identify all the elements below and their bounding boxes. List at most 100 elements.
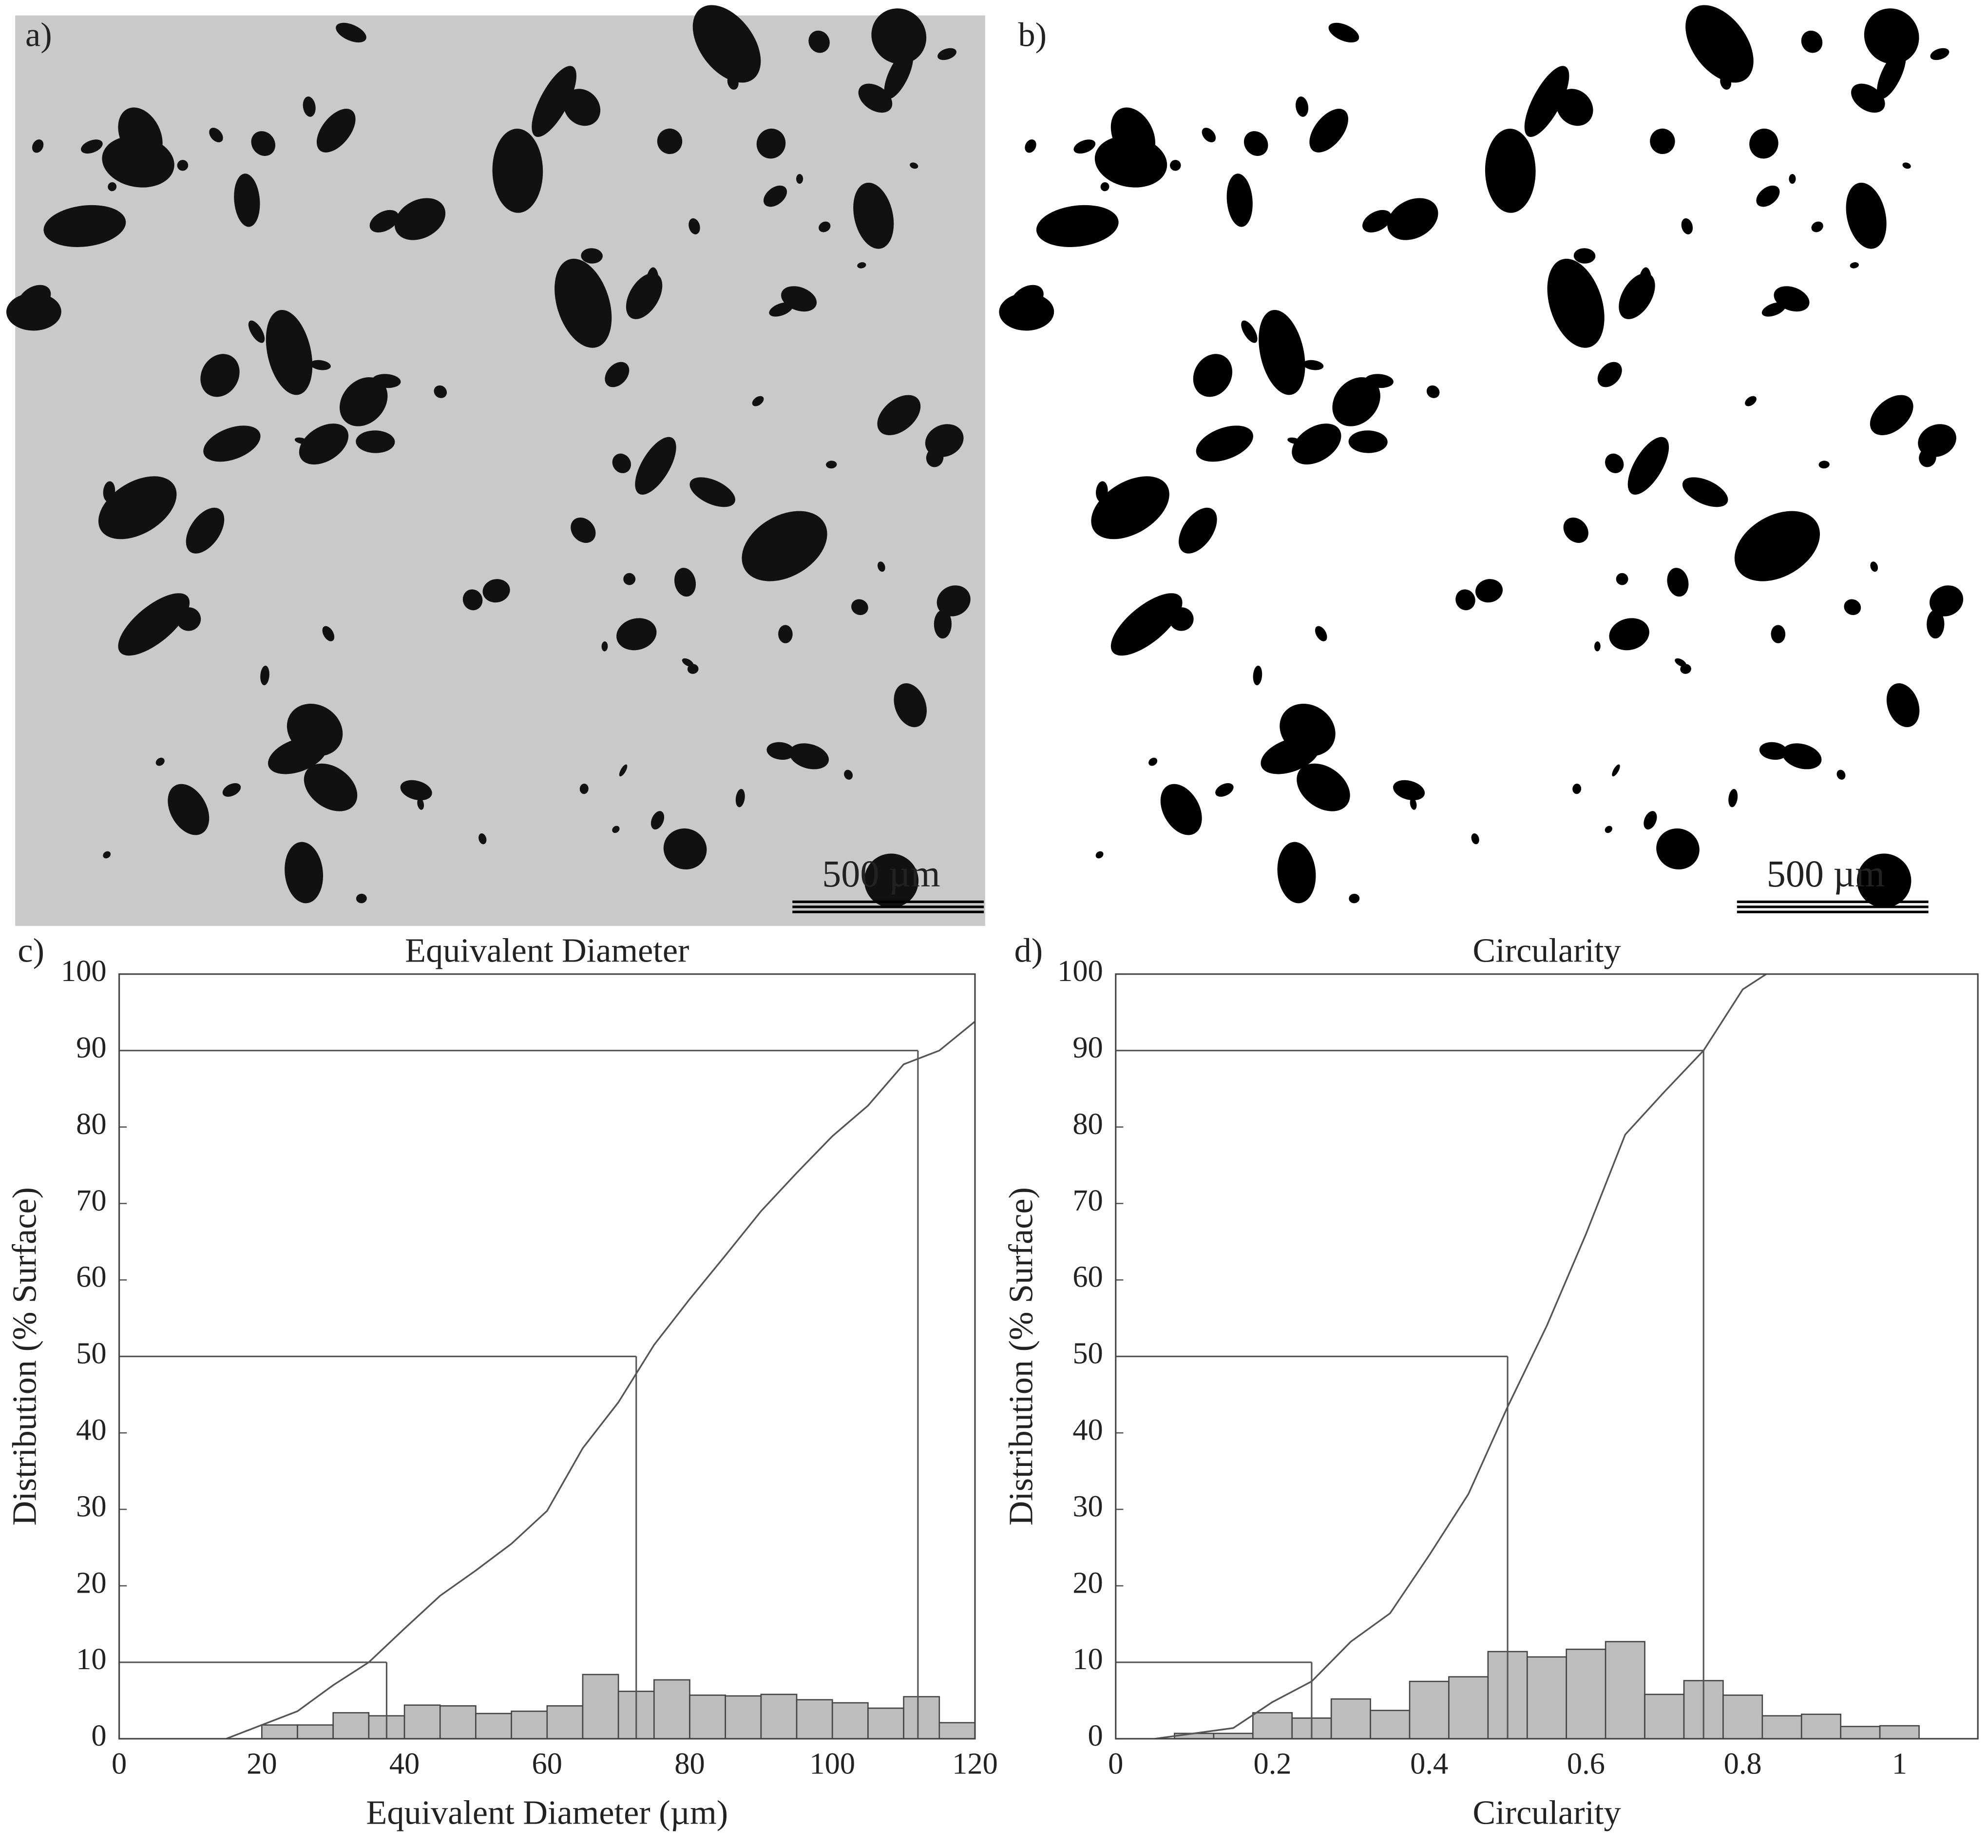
pore xyxy=(619,764,628,777)
pore xyxy=(1749,128,1778,159)
pore xyxy=(417,798,424,810)
y-tick-label: 80 xyxy=(1072,1107,1103,1141)
bar xyxy=(1213,1732,1254,1740)
pore xyxy=(1927,610,1945,639)
bar xyxy=(1252,1712,1293,1740)
pore xyxy=(1328,22,1359,43)
pore xyxy=(1844,599,1861,616)
pore xyxy=(1193,354,1233,397)
pore xyxy=(1280,704,1336,756)
y-axis-label: Distribution (% Surface) xyxy=(5,1187,43,1526)
pores-binary xyxy=(999,5,1964,908)
x-tick-label: 60 xyxy=(532,1746,562,1780)
y-tick-label: 80 xyxy=(76,1107,106,1141)
pore xyxy=(1818,461,1830,469)
pore xyxy=(102,135,174,188)
pore xyxy=(563,89,601,126)
pore xyxy=(612,826,620,833)
pore xyxy=(1110,593,1183,656)
panel-label: d) xyxy=(1014,931,1043,969)
pore xyxy=(222,783,241,797)
pore xyxy=(674,568,696,597)
pore xyxy=(1393,780,1425,801)
pore xyxy=(1616,573,1628,585)
pore xyxy=(752,396,764,406)
pore xyxy=(1036,205,1119,247)
pore xyxy=(462,589,483,611)
bar xyxy=(511,1711,548,1740)
bar xyxy=(1409,1680,1450,1740)
pore xyxy=(581,248,603,264)
pore xyxy=(1217,446,1228,460)
pore xyxy=(826,461,837,469)
pore xyxy=(1851,83,1885,113)
chart: d) Circularity Circularity Distribution (% … xyxy=(1002,931,1979,1832)
pore xyxy=(1685,5,1754,83)
pore xyxy=(1160,784,1202,835)
pore xyxy=(1667,568,1689,597)
pore xyxy=(1025,139,1036,153)
pore xyxy=(853,182,894,249)
pore xyxy=(287,704,343,756)
pore xyxy=(200,354,240,397)
pore xyxy=(554,258,612,348)
y-tick-label: 10 xyxy=(1072,1642,1103,1676)
y-tick-label: 100 xyxy=(61,954,107,988)
pore xyxy=(285,842,324,904)
pore xyxy=(108,182,117,192)
pore xyxy=(356,430,395,453)
pore xyxy=(1010,285,1044,313)
pore xyxy=(1919,448,1936,467)
chart-title: Equivalent Diameter xyxy=(405,931,689,969)
pore xyxy=(657,128,683,154)
pore xyxy=(1277,842,1316,904)
pore xyxy=(1547,258,1605,348)
pore xyxy=(1253,665,1262,686)
pore xyxy=(688,218,700,234)
pore xyxy=(1095,851,1104,859)
pore xyxy=(1302,360,1324,370)
pores xyxy=(6,5,971,908)
pore xyxy=(1745,396,1757,406)
pore xyxy=(1850,262,1859,269)
x-axis-label: Equivalent Diameter (µm) xyxy=(366,1794,728,1832)
y-tick-label: 60 xyxy=(76,1260,106,1294)
pore xyxy=(224,446,236,460)
pore xyxy=(118,593,190,656)
pore xyxy=(1524,66,1569,137)
pore xyxy=(1241,320,1258,343)
bar xyxy=(582,1674,619,1740)
pore xyxy=(1681,218,1693,234)
chart: c) Equivalent Diameter Equivalent Diameter… xyxy=(5,931,997,1831)
pore xyxy=(1759,742,1788,760)
pore xyxy=(766,742,795,760)
x-tick-label: 0.6 xyxy=(1567,1746,1605,1780)
pore xyxy=(1782,743,1822,770)
pore xyxy=(478,833,487,845)
panel-label: a) xyxy=(25,16,52,54)
pore xyxy=(1597,362,1622,387)
x-tick-label: 0 xyxy=(112,1746,127,1780)
axes-frame xyxy=(1115,973,1979,1740)
bar xyxy=(760,1694,798,1740)
pore xyxy=(910,162,918,169)
pore xyxy=(336,22,366,43)
x-tick-label: 0 xyxy=(1108,1746,1123,1780)
pore xyxy=(1857,853,1912,908)
pore xyxy=(635,437,676,495)
pore xyxy=(1348,430,1388,453)
scale-bar-label: 500 µm xyxy=(822,852,940,895)
bar xyxy=(1722,1694,1763,1740)
pore xyxy=(1886,683,1920,728)
bar xyxy=(1879,1725,1920,1740)
y-tick-label: 90 xyxy=(76,1030,106,1064)
pore xyxy=(1215,783,1234,797)
pore xyxy=(763,185,787,207)
pore xyxy=(1455,589,1475,611)
pore xyxy=(266,309,313,395)
bar xyxy=(332,1712,370,1740)
pore xyxy=(1605,826,1612,833)
pore xyxy=(299,424,349,465)
pore xyxy=(1297,763,1350,811)
x-tick-label: 0.4 xyxy=(1410,1746,1448,1780)
